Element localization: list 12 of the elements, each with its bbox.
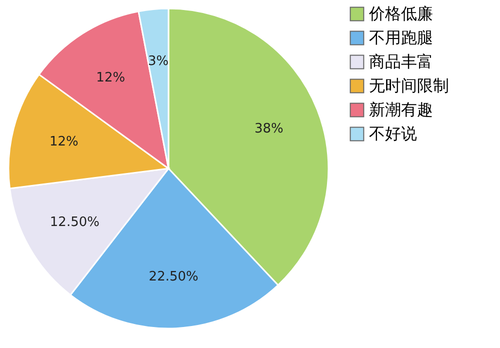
data-label: 12% [49,134,78,150]
legend-label: 商品丰富 [369,52,433,71]
data-label: 3% [148,54,169,69]
legend-label: 价格低廉 [368,4,433,23]
data-label: 12.50% [50,215,100,230]
data-label: 22.50% [148,269,198,284]
legend-label: 不用跑腿 [369,28,433,47]
legend-label: 新潮有趣 [369,100,433,119]
legend-label: 无时间限制 [369,76,449,95]
legend-label: 不好说 [369,124,417,143]
data-label: 12% [96,70,126,86]
data-label: 38% [254,122,284,137]
